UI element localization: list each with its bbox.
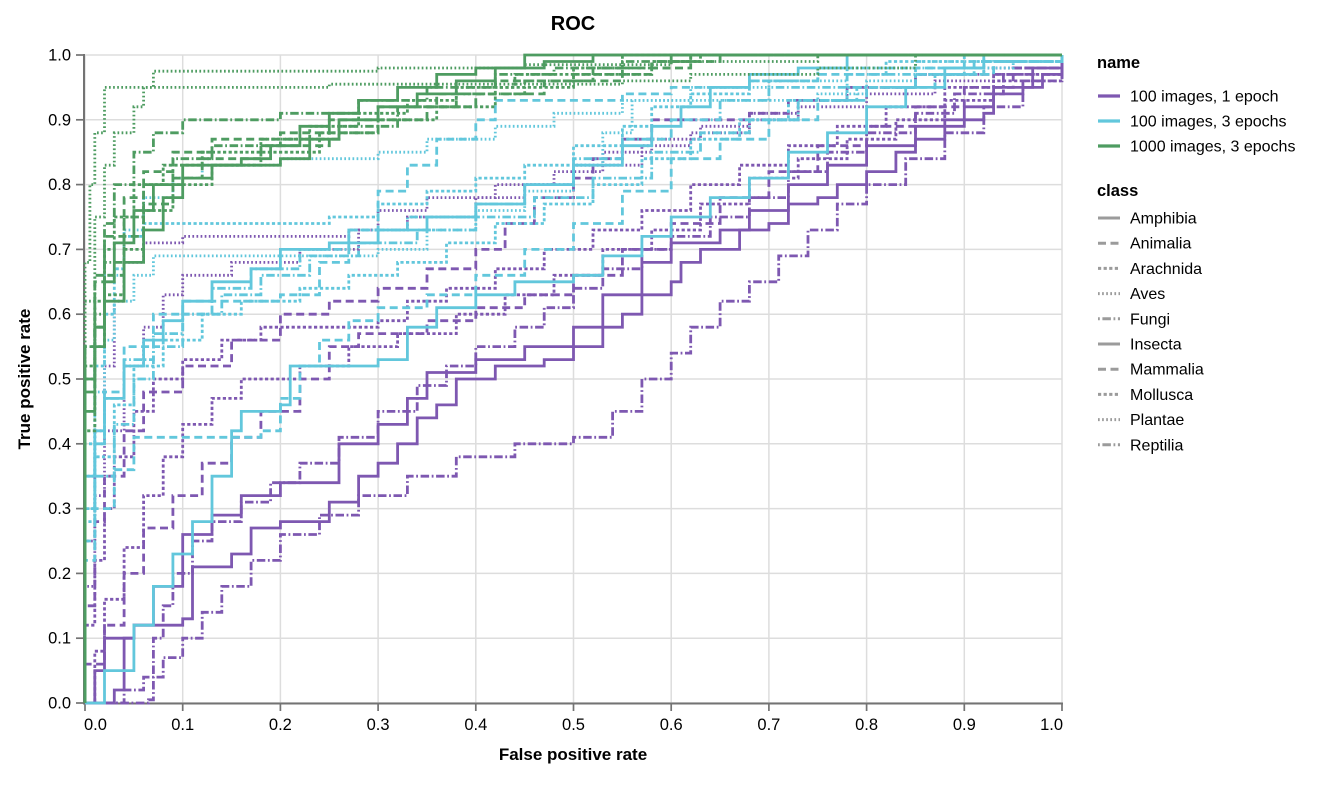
y-tick-label: 0.8: [48, 176, 71, 194]
legend-class-item: Insecta: [1098, 337, 1182, 354]
legend-class-items: Amphibia Animalia Arachnida Aves Fungi Insect…: [1098, 211, 1204, 454]
roc-curve-mammalia: [83, 53, 1062, 703]
y-tick-label: 0.0: [48, 695, 71, 713]
roc-curve-mammalia: [83, 55, 1064, 703]
legend-class-item: Mollusca: [1098, 387, 1193, 404]
roc-curve-fungi: [83, 55, 1064, 703]
roc-curve-insecta: [83, 53, 1062, 703]
legend-class-item: Plantae: [1098, 412, 1184, 429]
x-tick-label: 0.2: [269, 716, 292, 734]
roc-curve-amphibia: [83, 53, 1062, 703]
legend-class-item: Arachnida: [1098, 261, 1202, 278]
y-tick-label: 0.3: [48, 500, 71, 518]
legend-class-label: Insecta: [1130, 337, 1182, 354]
y-tick-label: 0.6: [48, 306, 71, 324]
x-tick-label: 0.0: [84, 716, 107, 734]
legend-name-label: 100 images, 3 epochs: [1130, 114, 1287, 131]
x-axis-ticks: 0.0 0.1 0.2 0.3 0.4 0.5 0.6 0.7 0.8 0.9 1.0: [84, 704, 1063, 734]
roc-curve-mollusca: [85, 55, 1064, 705]
chart-title: ROC: [551, 13, 595, 35]
y-axis-ticks: 0.0 0.1 0.2 0.3 0.4 0.5 0.6 0.7 0.8 0.9 1.0: [48, 47, 83, 713]
axis-layer: 0.0 0.1 0.2 0.3 0.4 0.5 0.6 0.7 0.8 0.9 1.0 0.0 0.1…: [48, 47, 1063, 734]
legend-name-items: 100 images, 1 epoch 100 images, 3 epochs 1…: [1098, 89, 1295, 156]
roc-curve-plantae: [83, 55, 1064, 703]
legend-name-item: 100 images, 1 epoch: [1098, 89, 1279, 106]
roc-curve-amphibia: [85, 55, 1064, 705]
x-tick-label: 0.7: [757, 716, 780, 734]
legend-class-label: Mollusca: [1130, 387, 1193, 404]
x-tick-label: 0.4: [464, 716, 487, 734]
roc-curve-reptilia: [83, 53, 1062, 703]
x-tick-label: 0.5: [562, 716, 585, 734]
roc-curve-fungi: [85, 55, 1064, 705]
x-tick-label: 1.0: [1040, 716, 1063, 734]
x-tick-label: 0.8: [855, 716, 878, 734]
x-axis-title: False positive rate: [499, 745, 647, 764]
y-tick-label: 0.9: [48, 111, 71, 129]
legend-class-label: Plantae: [1130, 412, 1184, 429]
legend-name-title: name: [1097, 54, 1140, 72]
x-tick-label: 0.1: [171, 716, 194, 734]
x-tick-label: 0.6: [660, 716, 683, 734]
legend-class-label: Fungi: [1130, 311, 1170, 328]
legend-class-item: Reptilia: [1098, 437, 1183, 454]
series-layer: [83, 53, 1064, 705]
y-tick-label: 0.7: [48, 241, 71, 259]
legend-name-item: 100 images, 3 epochs: [1098, 114, 1287, 131]
roc-curve-mollusca: [83, 55, 1064, 703]
legend-class-label: Amphibia: [1130, 211, 1197, 228]
legend-class-label: Arachnida: [1130, 261, 1202, 278]
legend-class-item: Fungi: [1098, 311, 1170, 328]
roc-curve-insecta: [85, 53, 1062, 705]
y-tick-label: 0.5: [48, 371, 71, 389]
legend-class-item: Mammalia: [1098, 362, 1204, 379]
legend-class-label: Reptilia: [1130, 437, 1183, 454]
legend-class-label: Aves: [1130, 286, 1165, 303]
legend-class-item: Amphibia: [1098, 211, 1197, 228]
y-tick-label: 1.0: [48, 47, 71, 65]
roc-curve-insecta: [85, 55, 1064, 705]
x-tick-label: 0.9: [953, 716, 976, 734]
y-tick-label: 0.1: [48, 630, 71, 648]
x-tick-label: 0.3: [367, 716, 390, 734]
roc-curve-aves: [83, 55, 1064, 703]
legend-name-label: 1000 images, 3 epochs: [1130, 139, 1295, 156]
legend-name-label: 100 images, 1 epoch: [1130, 89, 1279, 106]
legend-class-label: Mammalia: [1130, 362, 1204, 379]
roc-curve-animalia: [83, 55, 1064, 703]
legend-class-item: Animalia: [1098, 236, 1191, 253]
roc-curve-mammalia: [83, 55, 1064, 703]
legend-class-label: Animalia: [1130, 236, 1191, 253]
legend-name-item: 1000 images, 3 epochs: [1098, 139, 1295, 156]
y-tick-label: 0.2: [48, 565, 71, 583]
roc-curve-arachnida: [83, 53, 1062, 703]
legend-class-title: class: [1097, 182, 1138, 200]
legend-class-item: Aves: [1098, 286, 1165, 303]
y-tick-label: 0.4: [48, 435, 71, 453]
roc-curve-reptilia: [83, 55, 1064, 703]
roc-curve-fungi: [83, 53, 1062, 703]
y-axis-title: True positive rate: [15, 309, 34, 450]
roc-curve-arachnida: [83, 55, 1064, 703]
